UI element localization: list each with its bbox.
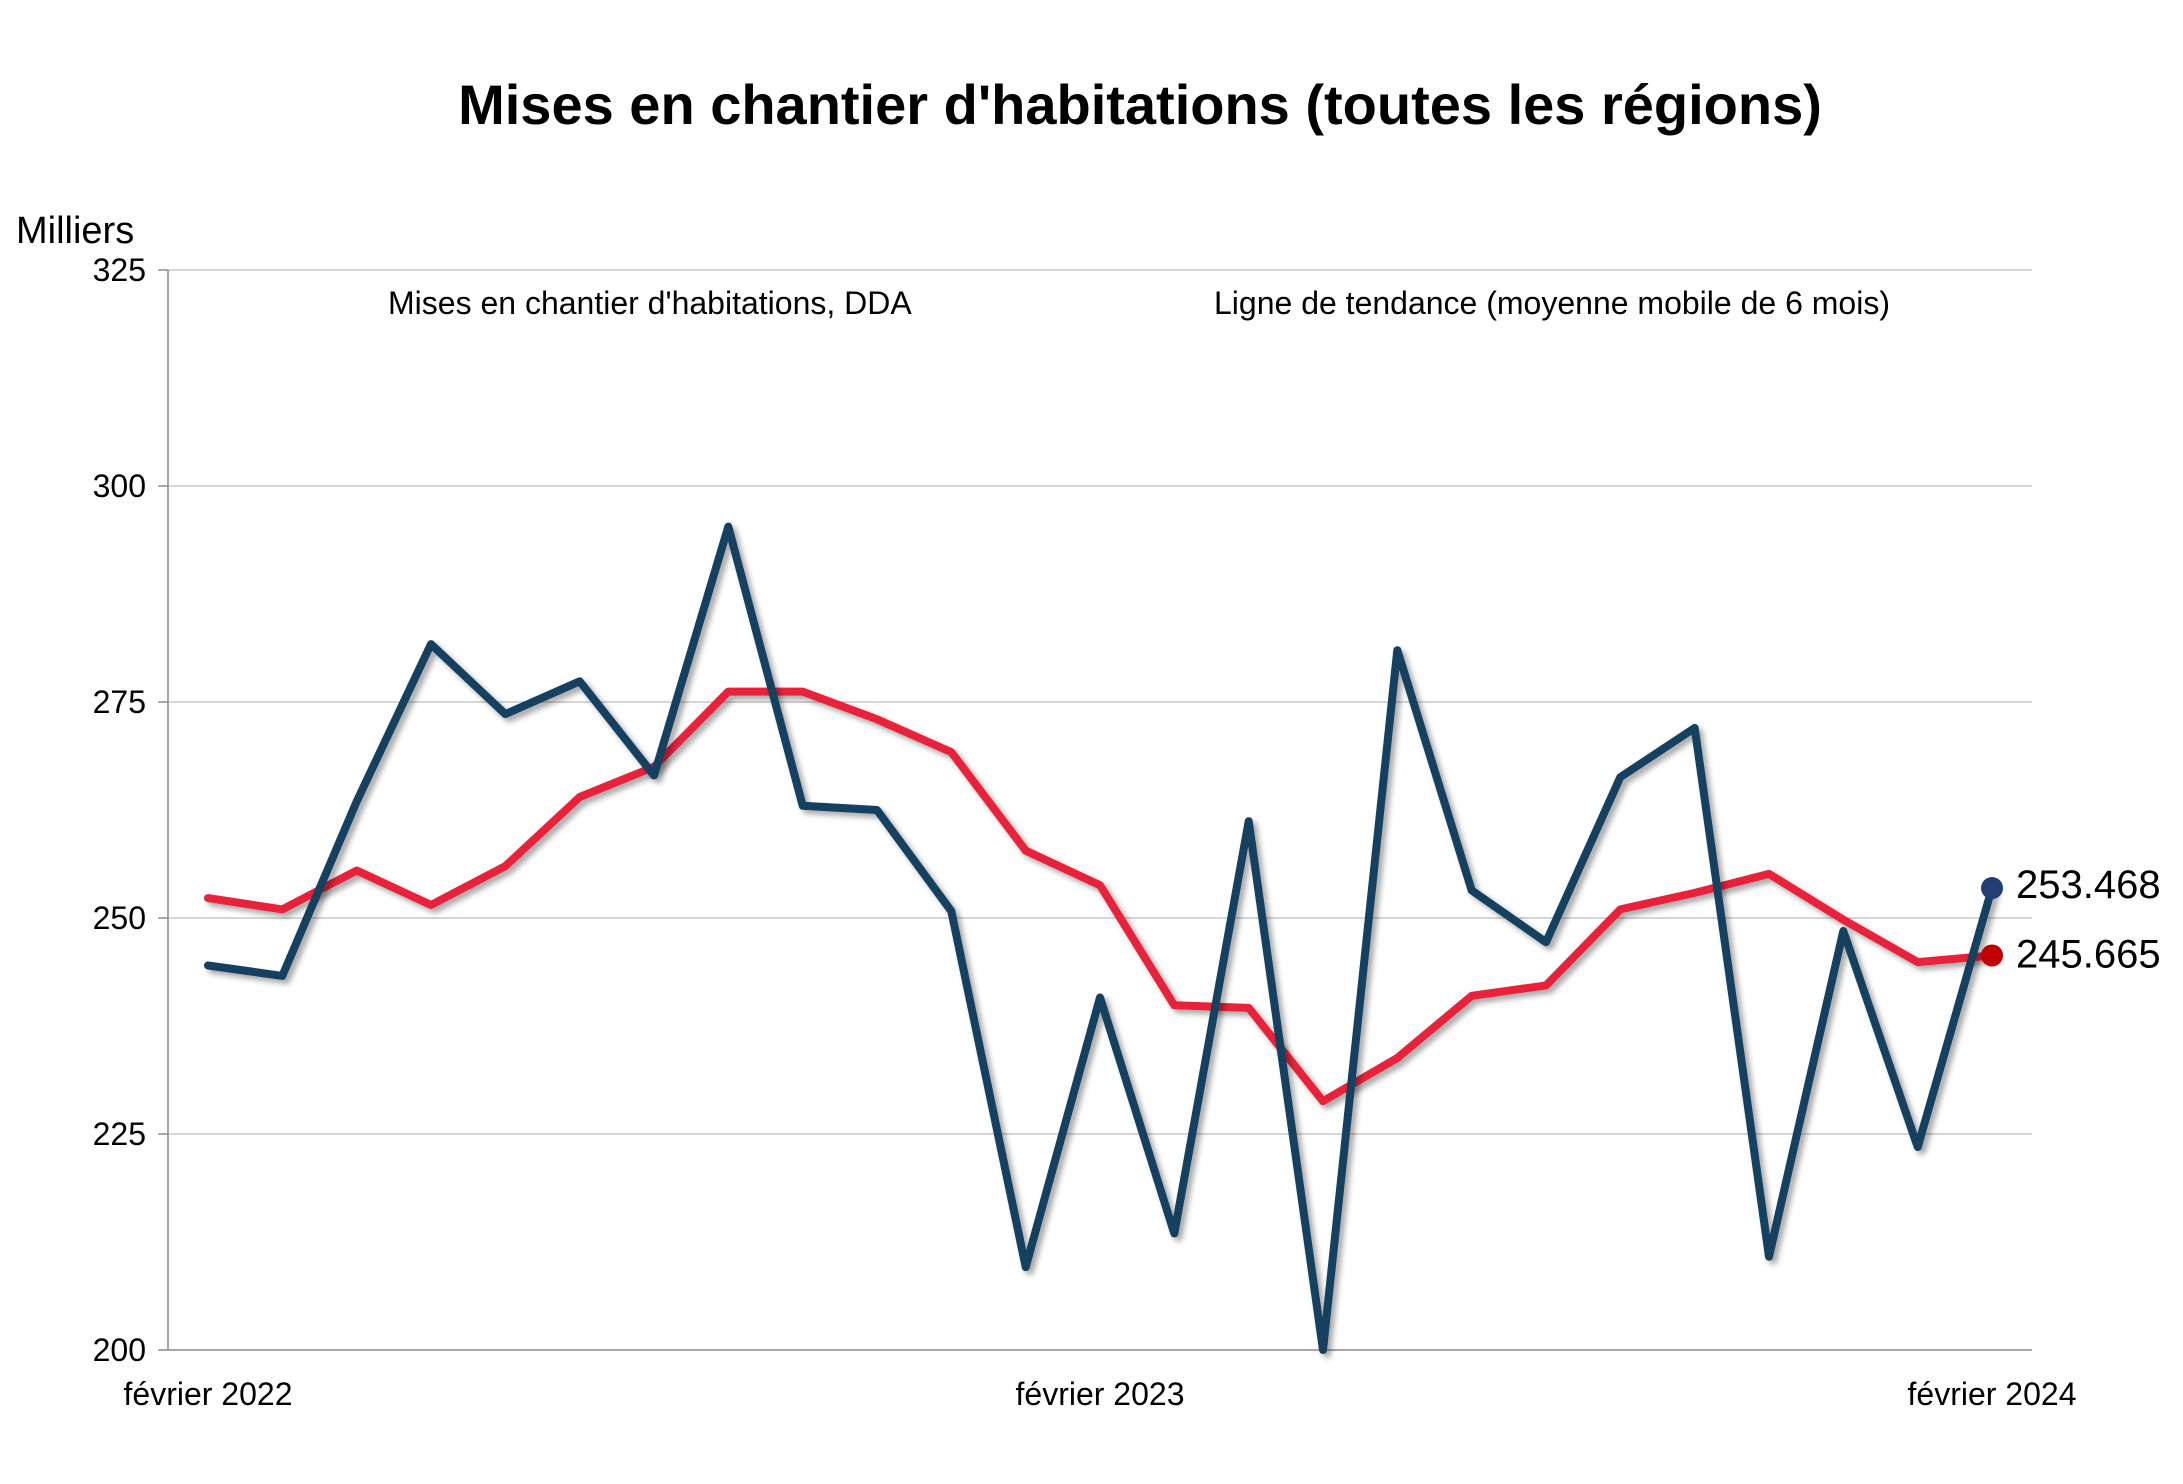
end-marker-0 — [1981, 877, 2003, 900]
gridlines — [168, 269, 2032, 1351]
y-tick-label: 300 — [93, 468, 146, 504]
y-tick-label: 275 — [93, 684, 146, 720]
legend-label-trend: Ligne de tendance (moyenne mobile de 6 m… — [1214, 285, 1890, 321]
y-tick-label: 250 — [93, 900, 146, 936]
x-tick-label: février 2023 — [1016, 1376, 1185, 1412]
end-value-label-1: 245.665 — [2016, 932, 2161, 976]
chart-title: Mises en chantier d'habitations (toutes … — [458, 73, 1822, 136]
x-axis-ticks: février 2022 février 2023 février 2024 — [124, 1376, 2077, 1412]
series-lines — [204, 522, 1996, 1354]
series-line-1 — [204, 687, 1996, 1106]
y-tick-label: 325 — [93, 252, 146, 288]
legend-label-starts: Mises en chantier d'habitations, DDA — [388, 285, 912, 321]
end-marker-1 — [1981, 944, 2003, 967]
y-tick-label: 225 — [93, 1116, 146, 1152]
series-line-0 — [204, 522, 1996, 1354]
x-tick-label: février 2024 — [1908, 1376, 2077, 1412]
x-tick-label: février 2022 — [124, 1376, 293, 1412]
legend: Mises en chantier d'habitations, DDA Lig… — [287, 285, 1890, 321]
y-axis-title: Milliers — [16, 210, 134, 252]
end-labels: 253.468 245.665 — [1981, 863, 2161, 976]
y-tick-label: 200 — [93, 1332, 146, 1368]
y-axis-ticks: 200 225 250 275 300 325 — [93, 252, 169, 1368]
end-value-label-0: 253.468 — [2016, 863, 2161, 907]
